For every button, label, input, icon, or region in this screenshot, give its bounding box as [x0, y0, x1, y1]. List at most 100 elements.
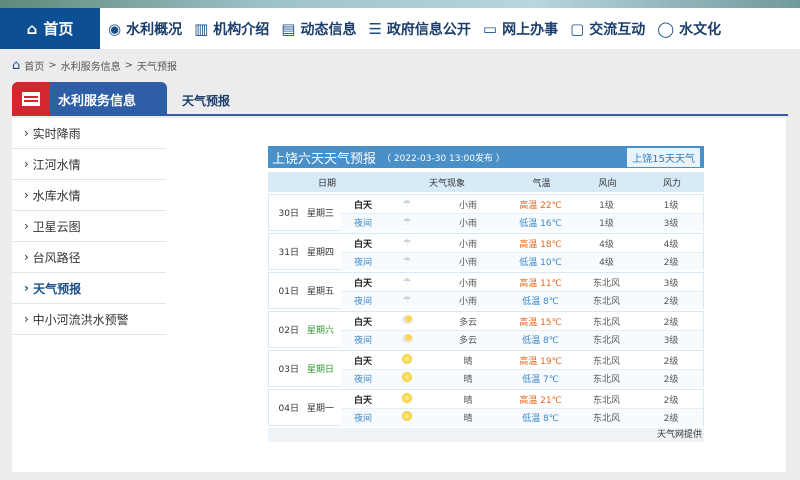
- forecast-row: 夜间 晴 低温 8℃ 东北风 2级: [341, 408, 703, 426]
- temperature: 低温 8℃: [522, 297, 559, 307]
- nav-home[interactable]: ⌂ 首页: [0, 8, 100, 49]
- forecast-day: 02日 星期六 白天 多云 高温 15℃ 东北风 2级 夜间 多云 低温 8℃ 东…: [268, 311, 704, 348]
- sidebar-item[interactable]: › 天气预报: [12, 273, 166, 304]
- weather-desc: 多云: [458, 317, 477, 328]
- temperature: 高温 18℃: [519, 239, 562, 250]
- light-rain-icon: ☂: [402, 295, 412, 306]
- wind-direction: 东北风: [592, 297, 620, 307]
- nav-item[interactable]: ☰ 政府信息公开: [368, 19, 471, 38]
- period-label: 夜间: [353, 414, 372, 424]
- light-rain-icon: ☂: [402, 276, 412, 288]
- sidebar-item[interactable]: › 台风路径: [12, 242, 166, 273]
- sidebar-item[interactable]: › 水库水情: [12, 180, 166, 211]
- wind-power: 3级: [663, 336, 679, 346]
- weather-desc: 小雨: [458, 239, 477, 250]
- nav-item[interactable]: ◉ 水利概况: [108, 19, 183, 38]
- wind-direction: 东北风: [592, 336, 620, 346]
- header-wind-dir: 风向: [598, 178, 617, 189]
- date: 02日: [278, 326, 299, 336]
- government-icon: ☰: [368, 19, 382, 38]
- breadcrumb-current: 天气预报: [137, 62, 178, 73]
- temperature: 低温 7℃: [522, 375, 559, 385]
- nav-item[interactable]: ▭ 网上办事: [482, 19, 559, 38]
- header-temp: 气温: [532, 178, 551, 189]
- weather-title-bar: 上饶六天天气预报 （ 2022-03-30 13:00发布 ） 上饶15天天气: [268, 146, 704, 168]
- forecast-day: 03日 星期日 白天 晴 高温 19℃ 东北风 2级 夜间 晴 低温 7℃ 东北风…: [268, 350, 704, 387]
- wind-power: 2级: [663, 375, 679, 385]
- home-icon: ⌂: [26, 19, 38, 38]
- wind-power: 2级: [663, 414, 679, 424]
- nav-item[interactable]: ◯ 水文化: [657, 19, 722, 38]
- wind-direction: 东北风: [592, 356, 620, 367]
- wind-power: 3级: [663, 278, 679, 289]
- temperature: 高温 11℃: [519, 278, 562, 289]
- weather-desc: 小雨: [458, 219, 477, 229]
- chat-icon: ▢: [570, 19, 585, 38]
- forecast-row: 夜间 晴 低温 7℃ 东北风 2级: [341, 369, 703, 387]
- home-icon: ⌂: [12, 58, 21, 73]
- forecast-row: 夜间 ☂ 小雨 低温 16℃ 1级 3级: [341, 213, 703, 231]
- temperature: 低温 10℃: [519, 258, 562, 268]
- forecast-day: 01日 星期五 白天 ☂ 小雨 高温 11℃ 东北风 3级 夜间 ☂ 小雨 低温 …: [268, 272, 704, 309]
- forecast-day: 04日 星期一 白天 晴 高温 21℃ 东北风 2级 夜间 晴 低温 8℃ 东北风…: [268, 389, 704, 426]
- header-weather: 天气现象: [428, 178, 465, 189]
- wind-power: 2级: [663, 297, 679, 307]
- document-icon: ▤: [281, 19, 296, 38]
- sidebar-item[interactable]: › 卫星云图: [12, 211, 166, 242]
- temperature: 低温 8℃: [522, 414, 559, 424]
- forecast-row: 夜间 ☂ 小雨 低温 10℃ 4级 2级: [341, 252, 703, 270]
- period-label: 夜间: [353, 336, 372, 346]
- light-rain-icon: ☂: [402, 217, 412, 228]
- weather-desc: 小雨: [458, 297, 477, 307]
- wind-direction: 东北风: [592, 375, 620, 385]
- provider-credit[interactable]: 天气网提供: [268, 428, 704, 442]
- light-rain-icon: ☂: [402, 256, 412, 267]
- period-label: 白天: [353, 395, 372, 406]
- weather-desc: 晴: [463, 414, 473, 424]
- wind-power: 1级: [663, 200, 679, 211]
- wind-power: 4级: [663, 239, 679, 250]
- period-label: 白天: [353, 317, 372, 328]
- weather-desc: 小雨: [458, 278, 477, 289]
- period-label: 夜间: [353, 219, 372, 229]
- date: 03日: [278, 365, 299, 375]
- period-label: 夜间: [353, 258, 372, 268]
- forecast-row: 夜间 ☂ 小雨 低温 8℃ 东北风 2级: [341, 291, 703, 309]
- forecast-day: 31日 星期四 白天 ☂ 小雨 高温 18℃ 4级 4级 夜间 ☂ 小雨 低温 1…: [268, 233, 704, 270]
- 15-day-weather-link[interactable]: 上饶15天天气: [627, 147, 700, 167]
- weekday: 星期一: [307, 404, 335, 414]
- sidebar-item[interactable]: › 中小河流洪水预警: [12, 304, 166, 335]
- weekday: 星期五: [307, 287, 335, 297]
- sunny-icon: [402, 392, 412, 403]
- period-label: 夜间: [353, 297, 372, 307]
- forecast-row: 白天 ☂ 小雨 高温 11℃ 东北风 3级: [341, 273, 703, 291]
- nav-item[interactable]: ▢ 交流互动: [570, 19, 646, 38]
- wind-direction: 4级: [599, 258, 614, 268]
- period-label: 白天: [353, 200, 372, 211]
- sidebar: › 实时降雨 › 江河水情 › 水库水情 › 卫星云图 › 台风路径 › 天气预报 › 中小…: [12, 118, 166, 472]
- current-tab: 天气预报: [182, 94, 231, 108]
- partly-cloudy-icon: [401, 315, 413, 324]
- weekday: 星期六: [307, 326, 335, 336]
- sidebar-item[interactable]: › 江河水情: [12, 149, 166, 180]
- main-nav: ⌂ 首页 ◉ 水利概况 ▥ 机构介绍 ▤ 动态信息 ☰ 政府信息公开 ▭ 网上办事 ▢ 交流互动 ◯ 水文化: [0, 8, 800, 49]
- forecast-row: 白天 ☂ 小雨 高温 18℃ 4级 4级: [341, 234, 703, 252]
- wind-direction: 东北风: [592, 278, 620, 289]
- partly-cloudy-icon: [401, 333, 413, 343]
- temperature: 高温 19℃: [519, 356, 562, 367]
- table-header: 日期 天气现象 气温 风向 风力: [268, 172, 704, 192]
- temperature: 高温 15℃: [519, 317, 562, 328]
- nav-item[interactable]: ▤ 动态信息: [281, 19, 357, 38]
- tab-bar: 水利服务信息 天气预报: [12, 82, 788, 116]
- breadcrumb-home[interactable]: 首页: [24, 62, 45, 73]
- weekday: 星期日: [307, 365, 335, 375]
- wind-direction: 1级: [599, 200, 614, 211]
- wind-power: 2级: [663, 356, 679, 367]
- nav-item[interactable]: ▥ 机构介绍: [194, 19, 270, 38]
- weather-desc: 多云: [458, 336, 477, 346]
- breadcrumb-section[interactable]: 水利服务信息: [60, 62, 121, 73]
- sidebar-item[interactable]: › 实时降雨: [12, 118, 166, 149]
- sidebar-title: 水利服务信息: [12, 82, 167, 116]
- publish-time: （ 2022-03-30 13:00发布 ）: [382, 153, 505, 164]
- wind-direction: 东北风: [592, 395, 620, 406]
